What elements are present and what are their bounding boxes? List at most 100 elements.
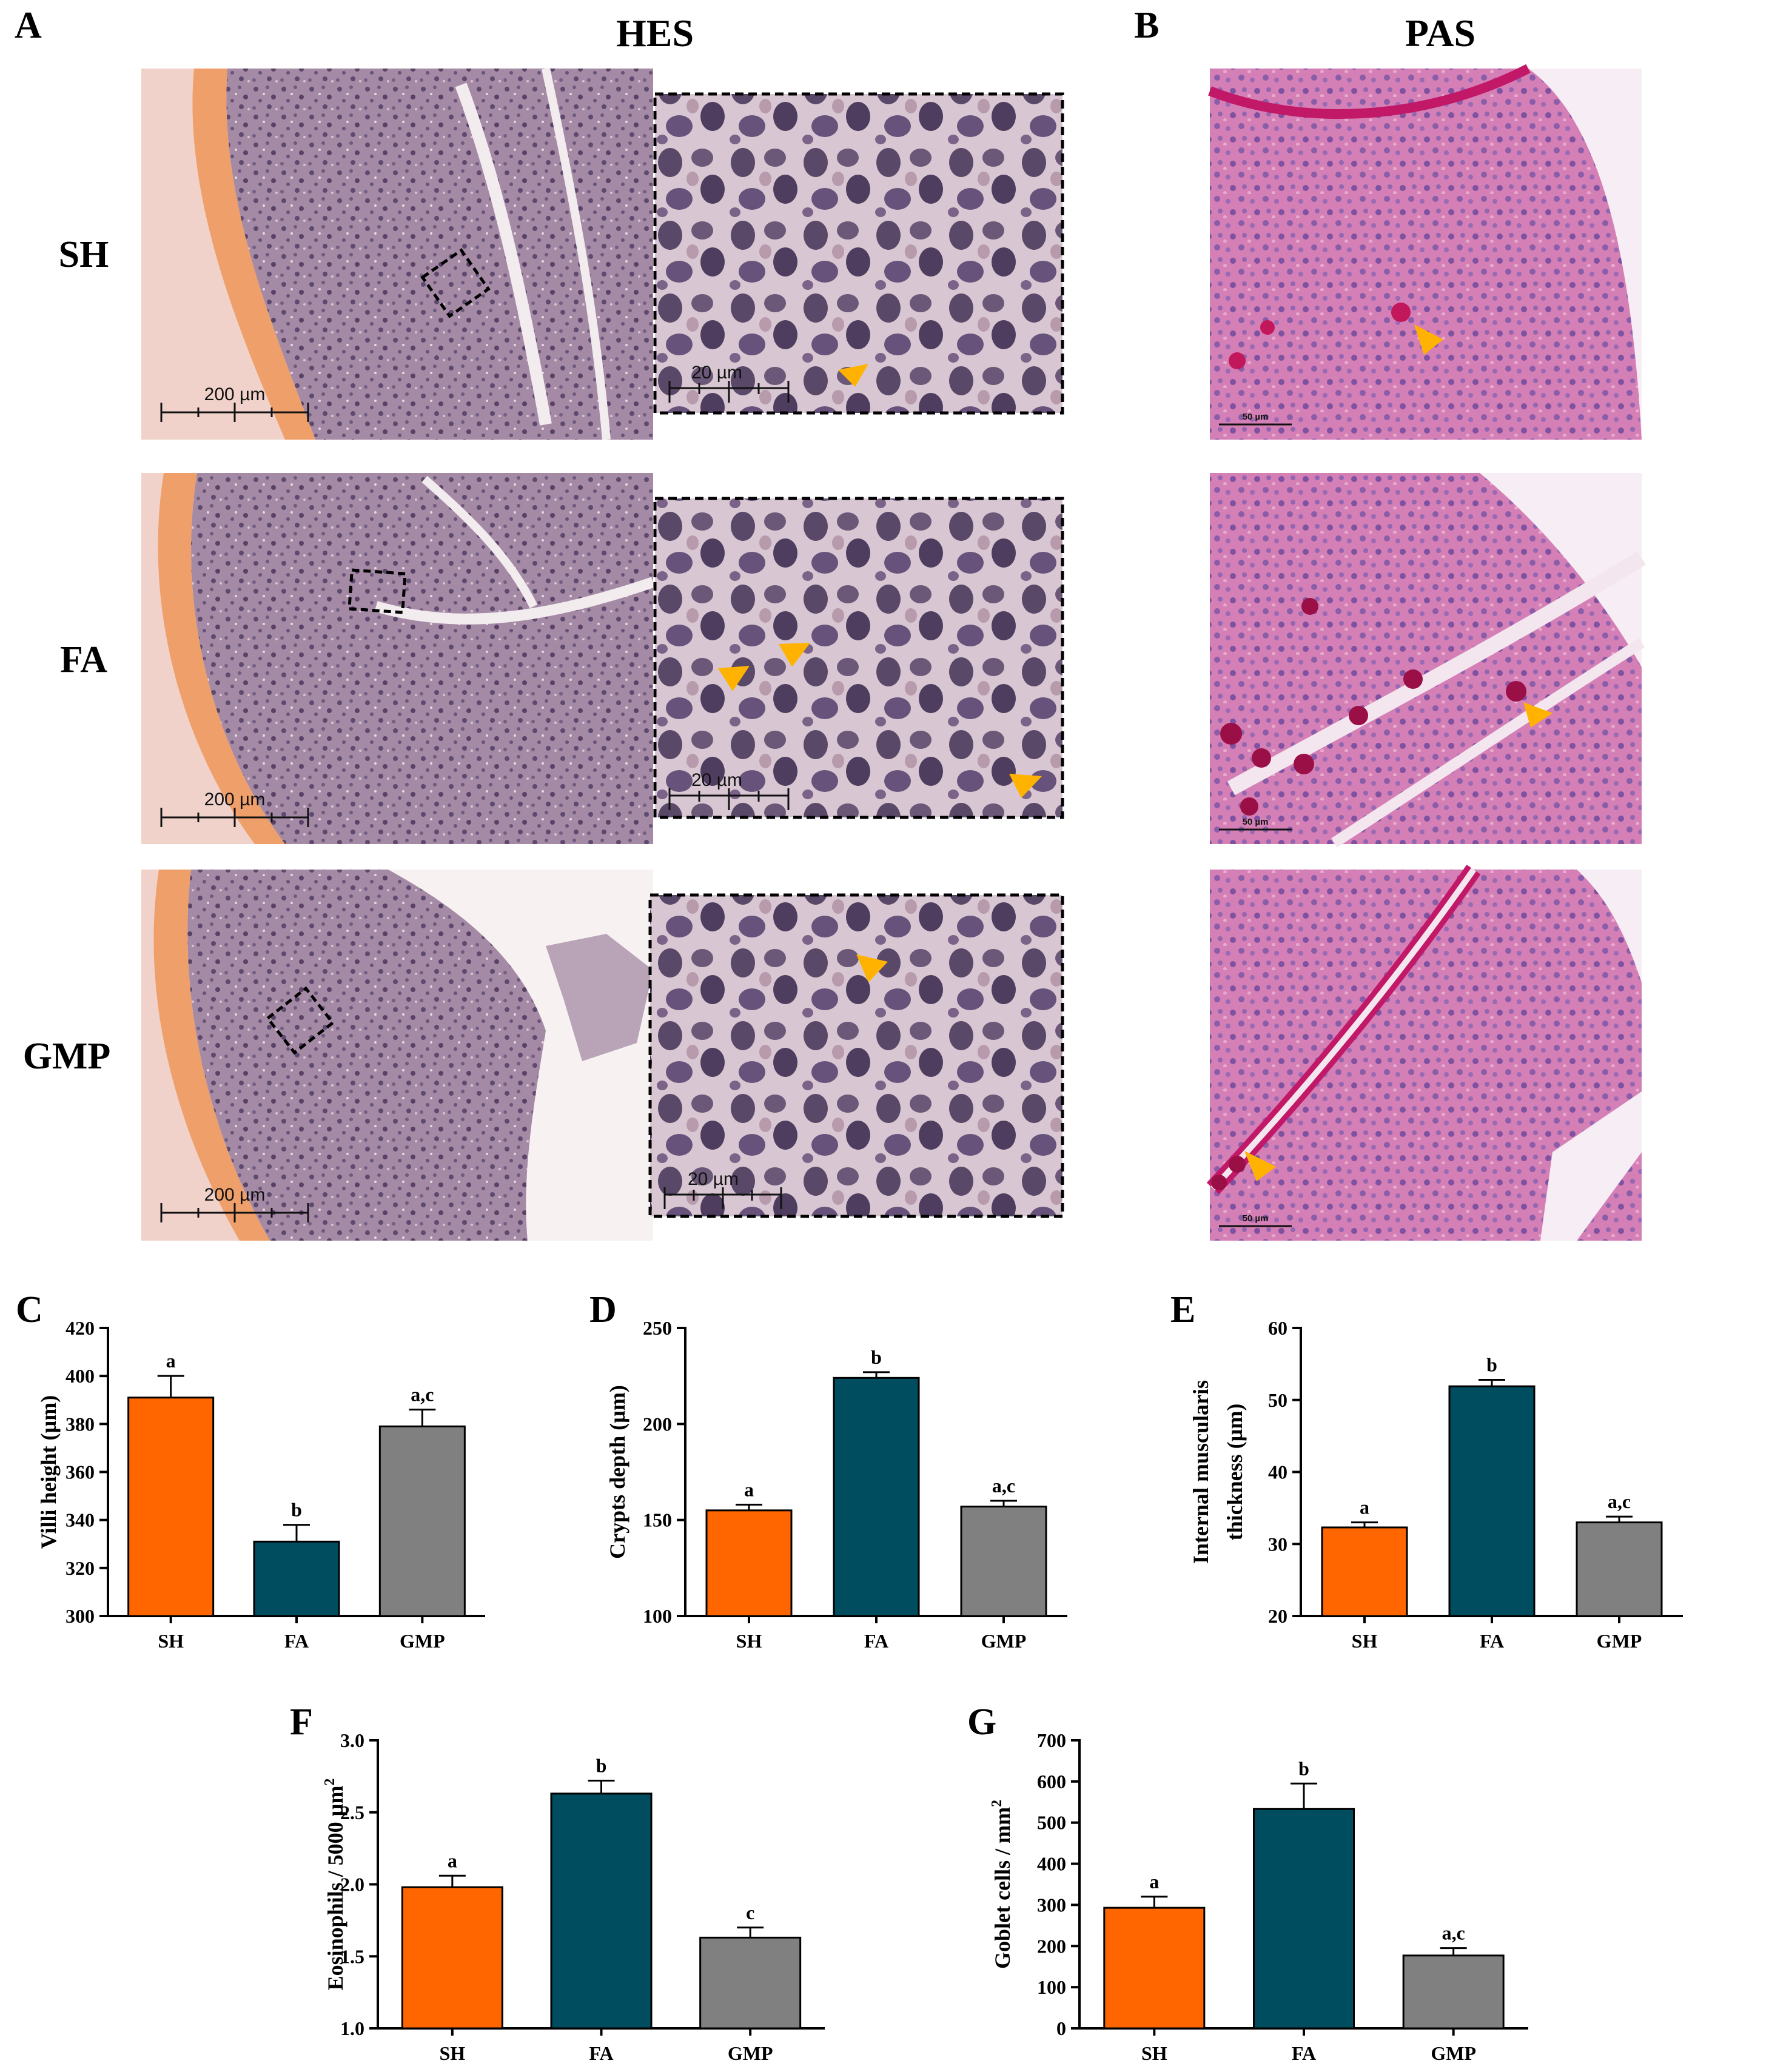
bar-gmp [378, 1425, 466, 1617]
bar-sh [705, 1509, 793, 1617]
bar-fa [1253, 1808, 1355, 2030]
significance-label: b [291, 1499, 302, 1521]
y-axis-label: Villi height (µm) [36, 1395, 61, 1549]
significance-label: b [871, 1346, 882, 1368]
x-tick-label: FA [864, 1630, 888, 1652]
scale-bar-label: 20 µm [691, 770, 742, 790]
y-tick-label: 600 [1037, 1771, 1066, 1792]
hes-zoom-fa: 20 µm [653, 497, 1064, 819]
y-tick-label: 0 [1056, 2017, 1066, 2039]
hes-zoom-gmp: 20 µm [648, 893, 1064, 1218]
y-axis-label: Internal muscularis [1189, 1380, 1213, 1564]
significance-label: b [1298, 1757, 1309, 1779]
scale-bar-label: 50 µm [1243, 817, 1269, 827]
y-tick-label: 420 [65, 1317, 95, 1339]
pas-image-sh: 50 µm [1208, 64, 1642, 440]
scale-bar-label: 50 µm [1243, 412, 1269, 422]
bar-sh [1321, 1526, 1408, 1617]
y-tick-label: 360 [65, 1461, 95, 1483]
y-tick-label: 60 [1268, 1317, 1287, 1339]
x-tick-label: GMP [981, 1630, 1027, 1652]
x-tick-label: FA [589, 2042, 613, 2064]
significance-label: a,c [992, 1475, 1015, 1497]
row-label-sh: SH [59, 234, 109, 275]
eosinophils-chart: F 1.0 1.5 2.0 2.5 3.0 Eosinophils / 5000 µm2 a S… [290, 1702, 825, 2064]
villi-height-chart: C 300 320 340 360 380 400 420 Villi height (µm) a… [16, 1289, 485, 1652]
y-tick-label: 200 [1037, 1935, 1066, 1957]
significance-label: a,c [411, 1384, 434, 1406]
scale-bar-label: 200 µm [204, 384, 266, 404]
y-tick-label: 2.5 [340, 1802, 364, 1823]
panel-letter: C [16, 1289, 43, 1330]
goblet-cell-arrow-icon [1523, 702, 1552, 728]
eosinophil-arrow-icon [1009, 774, 1042, 798]
x-tick-label: FA [284, 1630, 309, 1652]
x-tick-label: SH [158, 1630, 184, 1652]
bar-sh [127, 1396, 215, 1617]
y-tick-label: 20 [1268, 1605, 1287, 1627]
significance-label: b [596, 1755, 607, 1777]
significance-label: c [746, 1902, 754, 1923]
y-tick-label: 400 [1037, 1853, 1066, 1875]
panel-letter-a: A [15, 5, 42, 46]
scale-bar-label: 50 µm [1243, 1213, 1269, 1224]
significance-label: b [1486, 1354, 1497, 1376]
x-tick-label: GMP [728, 2042, 773, 2064]
y-axis-label: Eosinophils / 5000 µm2 [322, 1779, 347, 1991]
y-tick-label: 30 [1268, 1533, 1287, 1555]
internal-muscularis-chart: E 20 30 40 50 60 Internal muscularis thickness … [1170, 1289, 1683, 1652]
hes-overview-sh: 200 µm [141, 67, 653, 440]
y-axis-label-line2: thickness (µm) [1223, 1404, 1247, 1541]
row-label-fa: FA [60, 639, 107, 680]
significance-label: a,c [1442, 1922, 1465, 1944]
x-tick-label: GMP [1431, 2042, 1476, 2064]
y-axis-label: Crypts depth (µm) [605, 1385, 629, 1559]
significance-label: a [448, 1849, 457, 1871]
eosinophil-arrow-icon [779, 643, 810, 667]
pas-column-title: PAS [1405, 12, 1475, 55]
significance-label: a [1360, 1497, 1369, 1518]
hes-overview-fa: 200 µm [141, 473, 655, 844]
y-tick-label: 200 [643, 1413, 672, 1435]
x-tick-label: GMP [400, 1630, 445, 1652]
significance-label: a [1149, 1871, 1159, 1893]
scale-bar-label: 20 µm [691, 363, 742, 383]
bar-fa [833, 1376, 920, 1617]
y-tick-label: 320 [65, 1557, 95, 1579]
bar-sh [1103, 1906, 1206, 2030]
x-tick-label: FA [1292, 2042, 1316, 2064]
y-tick-label: 300 [1037, 1894, 1066, 1916]
x-tick-label: GMP [1597, 1630, 1642, 1652]
x-tick-label: SH [736, 1630, 762, 1652]
y-tick-label: 2.0 [340, 1874, 364, 1896]
panel-letter: D [589, 1289, 617, 1330]
y-tick-label: 100 [1037, 1976, 1066, 1998]
y-tick-label: 1.0 [340, 2017, 364, 2039]
crypts-depth-chart: D 100 150 200 250 Crypts depth (µm) a SH b FA a,c G… [589, 1289, 1067, 1652]
y-tick-label: 250 [643, 1317, 672, 1339]
hes-column-title: HES [616, 12, 694, 55]
bar-fa [1448, 1385, 1536, 1617]
eosinophil-arrow-icon [838, 364, 868, 387]
x-tick-label: SH [439, 2042, 465, 2064]
significance-label: a,c [1608, 1490, 1631, 1512]
y-tick-label: 340 [65, 1509, 95, 1531]
x-tick-label: SH [1141, 2042, 1167, 2064]
scale-bar-label: 20 µm [688, 1169, 739, 1189]
bar-gmp [960, 1506, 1047, 1617]
bar-sh [401, 1886, 503, 2030]
y-tick-label: 100 [643, 1605, 672, 1627]
scale-bar-label: 200 µm [204, 1185, 266, 1205]
eosinophil-arrow-icon [718, 666, 750, 691]
bar-gmp [1402, 1954, 1505, 2030]
pas-image-fa: 50 µm [1210, 473, 1646, 848]
pas-image-gmp: 50 µm [1206, 864, 1642, 1241]
y-axis-label: Goblet cells / mm2 [989, 1800, 1015, 1969]
significance-label: a [166, 1350, 176, 1372]
x-tick-label: FA [1480, 1630, 1504, 1652]
panel-letter: F [290, 1702, 313, 1743]
bar-fa [550, 1792, 653, 2030]
bar-fa [253, 1540, 340, 1617]
x-tick-label: SH [1352, 1630, 1378, 1652]
